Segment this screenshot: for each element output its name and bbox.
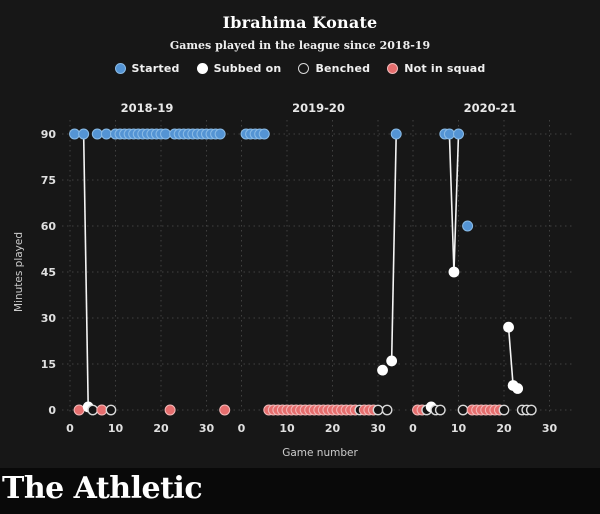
x-tick-label: 0 [238,422,246,435]
game-dot-benched [498,404,510,416]
game-dot-subbed_on [448,266,460,278]
game-dot-not_in_squad [219,404,231,416]
y-tick-label: 90 [41,128,57,141]
legend-label-started: Started [131,62,180,75]
connector-line [453,133,460,273]
game-dot-benched [87,404,99,416]
legend-item-started: Started [114,62,180,75]
x-axis-title: Game number [282,447,358,459]
started-dot-icon [114,63,126,74]
game-dot-started [453,128,464,140]
y-tick-label: 30 [41,312,57,325]
benched-dot-icon [298,63,310,74]
chart-legend: Started Subbed on Benched Not in squad [0,62,600,75]
chart-title: Ibrahima Konate [222,13,378,32]
x-tick-label: 20 [153,422,169,435]
x-tick-label: 20 [325,422,341,435]
game-dot-not_in_squad [164,404,176,416]
game-dot-benched [457,404,469,416]
connector-line [448,133,455,273]
legend-item-subbed-on: Subbed on [196,62,282,75]
x-tick-label: 10 [108,422,124,435]
game-dot-started [69,128,81,140]
game-dot-subbed_on [377,364,388,376]
game-dot-started [462,220,474,232]
panel-header: 2019-20 [292,101,345,115]
game-dot-started [258,128,270,140]
x-tick-label: 30 [370,422,386,435]
x-tick-label: 0 [409,422,417,435]
game-dot-benched [434,404,446,416]
game-dot-benched [372,404,384,416]
connector-line [82,133,89,407]
game-dot-subbed_on [386,355,398,367]
y-tick-label: 0 [48,404,56,417]
subbed-on-dot-icon [196,63,208,74]
x-tick-label: 30 [199,422,215,435]
game-dot-benched [381,404,393,416]
x-tick-label: 0 [66,422,74,435]
game-dot-subbed_on [512,383,524,394]
connector-line [507,327,514,386]
y-tick-label: 45 [41,266,56,279]
x-tick-label: 30 [542,422,558,435]
legend-item-not-in-squad: Not in squad [387,62,485,75]
footer-band: The Athletic [0,468,600,514]
game-dot-benched [525,404,537,416]
game-dot-subbed_on [503,321,514,333]
game-dot-started [390,128,402,140]
legend-item-benched: Benched [298,62,370,75]
brand-logo: The Athletic [2,471,203,506]
game-dot-benched [105,404,117,416]
game-dot-started [160,128,172,140]
panel-header: 2018-19 [121,101,174,115]
x-tick-label: 20 [496,422,512,435]
chart-svg: 2018-19 2019-20 2020-21 0 10 20 30 0 10 20 30 0 10 20… [13,101,575,459]
y-axis-title: Minutes played [13,232,25,312]
legend-label-not-in-squad: Not in squad [404,62,486,75]
connector-line [390,133,397,361]
game-dot-not_in_squad [96,404,108,416]
panel-header: 2020-21 [464,101,517,115]
game-dot-not_in_squad [73,404,85,416]
game-dot-started [443,128,455,140]
game-dot-started [100,128,112,140]
y-tick-label: 60 [41,220,57,233]
x-tick-label: 10 [279,422,295,435]
game-dot-started [78,128,90,140]
x-tick-label: 10 [451,422,467,435]
y-tick-label: 75 [41,174,56,187]
legend-label-benched: Benched [315,62,371,75]
y-tick-label: 15 [41,358,56,371]
game-dot-started [214,128,226,140]
not-in-squad-dot-icon [387,63,399,74]
chart-subtitle: Games played in the league since 2018-19 [169,39,431,52]
legend-label-subbed-on: Subbed on [213,62,282,75]
chart-header: Ibrahima Konate Games played in the leag… [0,0,600,52]
game-dot-started [91,128,103,140]
